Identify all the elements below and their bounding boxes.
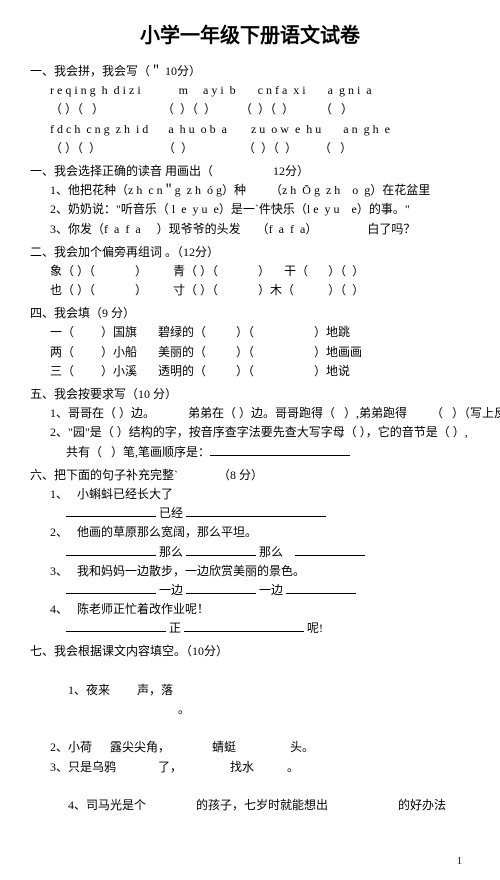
section-6-heading: 六、把下面的句子补充完整`（8 分） bbox=[30, 466, 470, 485]
blank-line bbox=[186, 544, 256, 556]
s5-l2: 2、"园"是（ ）结构的字，按音序查字法要先查大写字母（ ），它的音节是（ ）, bbox=[30, 423, 470, 442]
page-number: 1 bbox=[30, 854, 470, 870]
s6-l2: 2、 他画的草原那么宽阔，那么平坦。 bbox=[30, 523, 470, 542]
section-4: 四、我会填（9 分） 一（ ）国旗 碧绿的（ ）（ ）地跳 两（ ）小船 美丽的… bbox=[30, 304, 470, 381]
s6-l1b: 已经 bbox=[30, 504, 470, 523]
s6-l3: 3、 我和妈妈一边散步，一边欣赏美丽的景色。 bbox=[30, 562, 470, 581]
page-title: 小学一年级下册语文试卷 bbox=[30, 20, 470, 52]
s7-l3: 3、只是乌鸦 了， 找水 。 bbox=[30, 758, 470, 777]
blank-line bbox=[186, 582, 256, 594]
blank-line bbox=[66, 620, 166, 632]
blank-line bbox=[286, 582, 356, 594]
blank-line bbox=[295, 544, 365, 556]
blank-line bbox=[66, 582, 156, 594]
section-2-heading: 二、我会加个偏旁再组词 。（12分） bbox=[30, 243, 470, 262]
paren-row-2: （ ）（ ）（ ）（ ）（ ）（ ） bbox=[30, 139, 470, 158]
section-1b: 一、我会选择正确的读音 用画出（12分） 1、他把花种（z h c n＂g z … bbox=[30, 162, 470, 239]
s5-l3: 共有（ ）笔,笔画顺序是： bbox=[30, 443, 470, 462]
q1b-3: 3、你发（f a f a）现爷爷的头发（f a f a）白了吗？ bbox=[30, 220, 470, 239]
blank-line bbox=[66, 505, 156, 517]
s7-l4: 4、司马光是个的孩子，七岁时就能想出的好办法 bbox=[30, 777, 470, 835]
section-2: 二、我会加个偏旁再组词 。（12分） 象（ ）（）青（ ）（）干（）（ ） 也（… bbox=[30, 243, 470, 301]
s7-l2: 2、小荷 露尖尖角， 蜻蜓 头。 bbox=[30, 738, 470, 757]
section-1b-heading: 一、我会选择正确的读音 用画出（12分） bbox=[30, 162, 470, 181]
q1b-1: 1、他把花种（z h c n＂g z h ó g）种（z h Ō g z h o… bbox=[30, 181, 470, 200]
s7-l1: 1、夜来 声，落 。 bbox=[30, 662, 470, 739]
section-7: 七、我会根据课文内容填空。（10分） 1、夜来 声，落 。 2、小荷 露尖尖角，… bbox=[30, 642, 470, 834]
blank-line bbox=[210, 444, 350, 456]
section-6: 六、把下面的句子补充完整`（8 分） 1、 小蝌蚪已经长大了 已经 2、 他画的… bbox=[30, 466, 470, 639]
q1b-2: 2、奶奶说："听音乐（ l e y u e）是一`件快乐（l e y u e）的… bbox=[30, 200, 470, 219]
pinyin-row-1: r e q i n g h d i z im a y i bc n f a x … bbox=[30, 81, 470, 100]
blank-line bbox=[66, 544, 156, 556]
section-1-heading: 一、我会拼，我会写（＂ 10分） bbox=[30, 62, 470, 81]
pinyin-row-2: f d c h c n g z h i da h u o b az u o w … bbox=[30, 120, 470, 139]
section-5-heading: 五、我会按要求写（10 分） bbox=[30, 385, 470, 404]
s6-l1: 1、 小蝌蚪已经长大了 bbox=[30, 485, 470, 504]
s6-l4: 4、 陈老师正忙着改作业呢！ bbox=[30, 600, 470, 619]
section-5: 五、我会按要求写（10 分） 1、哥哥在（ ）边。 弟弟在（ ）边。哥哥跑得（ … bbox=[30, 385, 470, 462]
s4-l1: 一（ ）国旗 碧绿的（ ）（ ）地跳 bbox=[30, 323, 470, 342]
s2-l2: 也（ ）（）寸（ ）（）木（）（ ） bbox=[30, 281, 470, 300]
s6-l4b: 正 呢! bbox=[30, 619, 470, 638]
exam-page: 小学一年级下册语文试卷 一、我会拼，我会写（＂ 10分） r e q i n g… bbox=[0, 0, 500, 880]
s5-l1: 1、哥哥在（ ）边。 弟弟在（ ）边。哥哥跑得（ ）,弟弟跑得 （ ）（写上反义… bbox=[30, 404, 470, 423]
s6-l3b: 一边 一边 bbox=[30, 581, 470, 600]
paren-row-1: （ ）（ ）（ ）（ ）（ ）（ ）（ ） bbox=[30, 100, 470, 119]
section-7-heading: 七、我会根据课文内容填空。（10分） bbox=[30, 642, 470, 661]
s2-l1: 象（ ）（）青（ ）（）干（）（ ） bbox=[30, 262, 470, 281]
blank-line bbox=[184, 620, 304, 632]
blank-line bbox=[186, 505, 326, 517]
s6-l2b: 那么 那么 bbox=[30, 543, 470, 562]
s4-l2: 两（ ）小船 美丽的（ ）（ ）地画画 bbox=[30, 343, 470, 362]
s4-l3: 三（ ）小溪 透明的（ ）（ ）地说 bbox=[30, 362, 470, 381]
section-4-heading: 四、我会填（9 分） bbox=[30, 304, 470, 323]
section-1: 一、我会拼，我会写（＂ 10分） r e q i n g h d i z im … bbox=[30, 62, 470, 158]
